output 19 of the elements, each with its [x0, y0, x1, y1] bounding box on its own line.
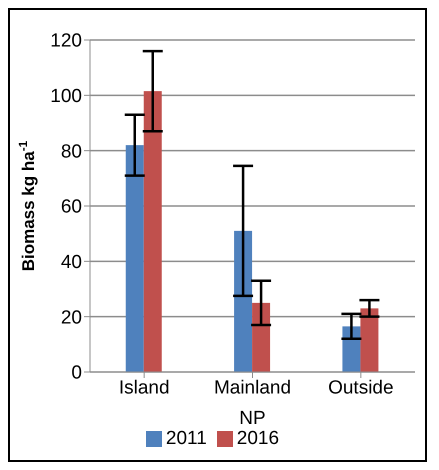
legend-label: 2016 — [236, 428, 280, 449]
y-tick-label: 20 — [60, 307, 82, 328]
bar — [144, 91, 162, 372]
bar — [252, 302, 270, 372]
y-tick-label: 40 — [60, 252, 82, 274]
x-tick-label: Island — [118, 377, 170, 398]
y-tick-label: 100 — [50, 86, 82, 108]
x-tick-label: Mainland — [214, 377, 292, 398]
x-tick-label: Outside — [328, 377, 394, 398]
y-tick-label: 120 — [50, 30, 82, 52]
y-tick-label: 60 — [60, 196, 82, 218]
bar — [126, 145, 144, 372]
y-tick-label: 80 — [60, 141, 82, 162]
x-axis-title: NP — [239, 408, 266, 429]
legend-label: 2011 — [166, 428, 207, 449]
bar — [342, 326, 360, 372]
bar — [360, 308, 378, 372]
y-tick-label: 0 — [71, 362, 82, 384]
bar — [234, 230, 252, 372]
